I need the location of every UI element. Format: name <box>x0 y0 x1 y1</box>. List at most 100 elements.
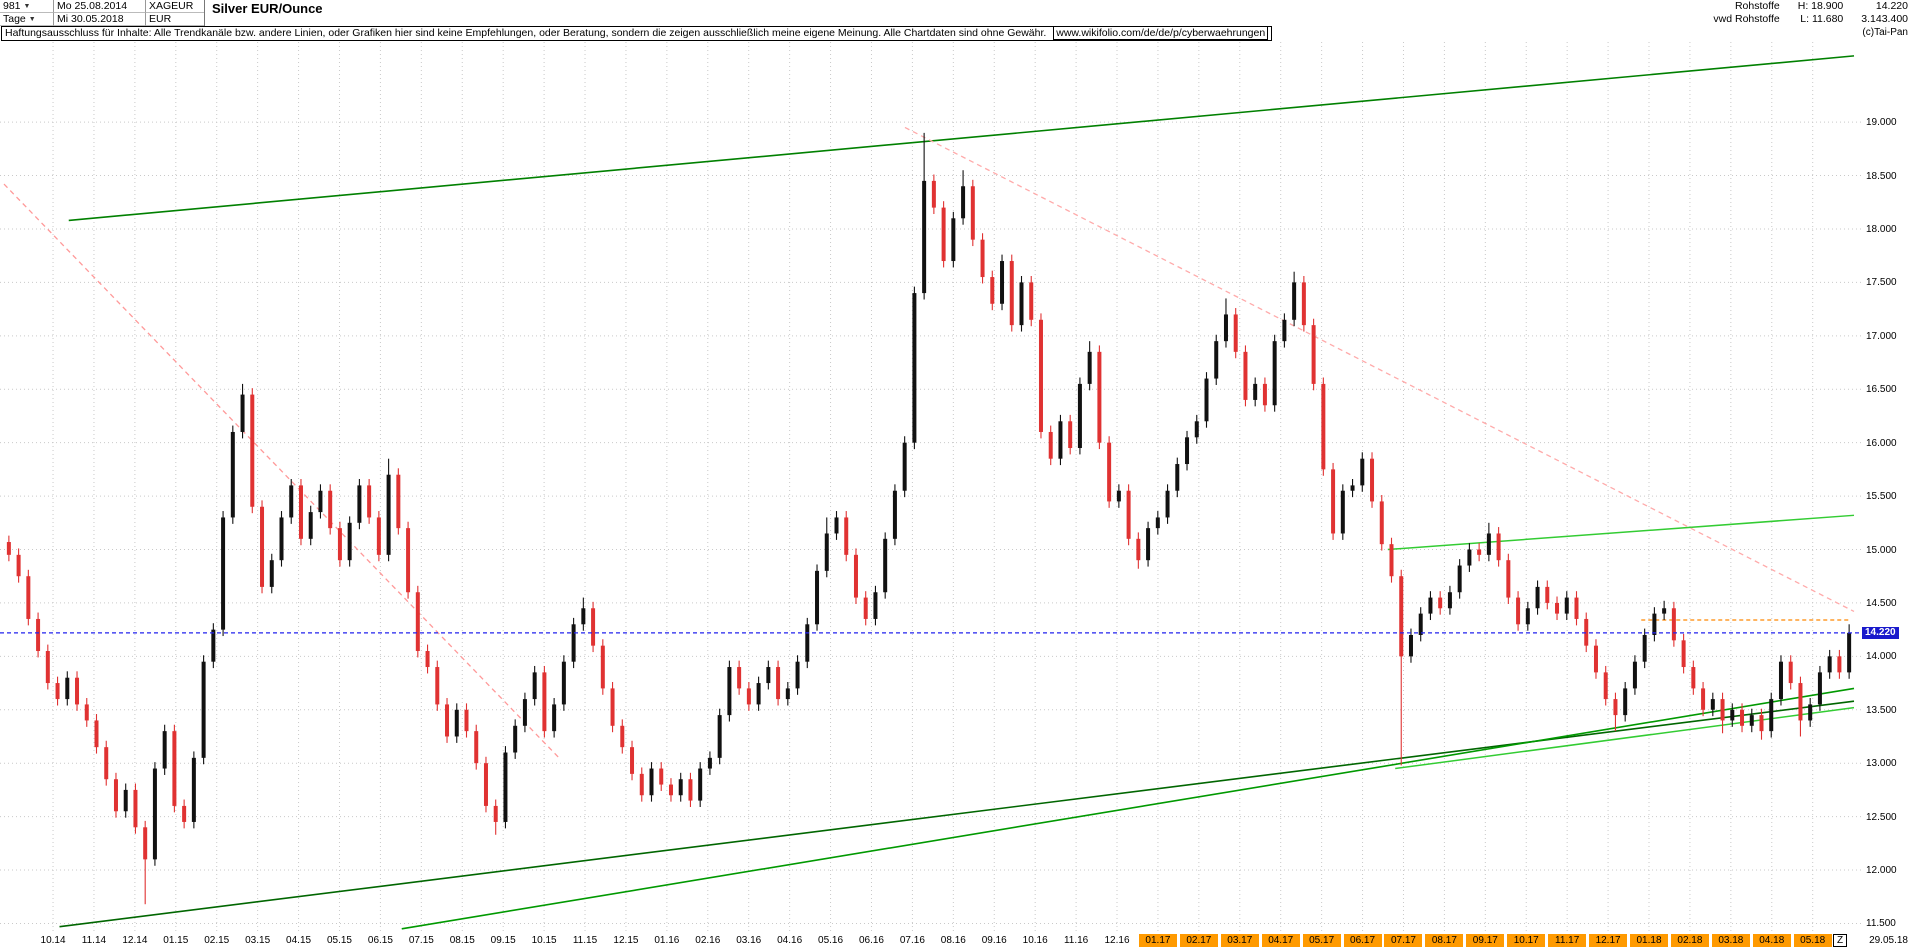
candle <box>1827 656 1832 673</box>
candle <box>503 752 508 822</box>
range-low-label: L: 11.680 <box>1800 13 1844 25</box>
price-axis-label: 18.500 <box>1866 170 1897 182</box>
candle <box>1399 576 1404 657</box>
candle <box>824 533 829 571</box>
candle <box>1603 672 1608 700</box>
candle <box>1808 704 1813 721</box>
candle <box>620 725 625 748</box>
time-axis-label: 03.18 <box>1711 934 1750 947</box>
candle <box>542 672 547 732</box>
candle <box>1720 699 1725 721</box>
candle <box>337 528 342 561</box>
price-axis-label: 12.000 <box>1866 865 1897 877</box>
candle <box>892 490 897 539</box>
price-axis: 19.000 18.500 18.000 17.500 17.000 16.500 16.0… <box>1862 42 1912 932</box>
candle <box>1038 319 1043 432</box>
candle <box>1185 437 1190 465</box>
time-axis-label: 03.15 <box>245 935 271 946</box>
chevron-down-icon: ▼ <box>28 16 36 23</box>
candle <box>1029 282 1034 320</box>
candle <box>883 538 888 593</box>
candle <box>1418 613 1423 635</box>
candle <box>1837 656 1842 673</box>
wikifolio-link[interactable]: www.wikifolio.com/de/de/p/cyberwaehrunge… <box>1053 27 1269 40</box>
candle <box>1243 351 1248 400</box>
candle <box>1009 261 1014 326</box>
trend-lines <box>3 55 1855 930</box>
candle <box>1321 383 1326 470</box>
candle <box>912 293 917 443</box>
chart-plot-area[interactable]: 19.000 18.500 18.000 17.500 17.000 16.500 16.0… <box>0 42 1912 932</box>
price-axis-label: 17.500 <box>1866 277 1897 289</box>
candle <box>1447 592 1452 609</box>
period-dropdown[interactable]: Tage ▼ <box>0 13 54 26</box>
price-axis-label: 13.500 <box>1866 704 1897 716</box>
candle <box>561 661 566 705</box>
end-date-field[interactable]: Mi 30.05.2018 <box>54 13 146 26</box>
candle <box>834 517 839 534</box>
candle <box>1370 458 1375 502</box>
candle <box>357 485 362 523</box>
candle <box>328 490 333 529</box>
candle <box>1817 672 1822 705</box>
candle <box>1360 458 1365 486</box>
candle <box>1613 699 1618 716</box>
last-price-value: 14.220 <box>1875 0 1908 12</box>
candle <box>1632 661 1637 689</box>
time-axis-label: 08.15 <box>449 935 475 946</box>
candle <box>1506 560 1511 598</box>
time-axis-label: 03.16 <box>736 935 762 946</box>
candle <box>240 394 245 432</box>
candle <box>26 576 31 619</box>
candle <box>1525 608 1530 625</box>
candle <box>474 731 479 764</box>
time-axis-label: 09.17 <box>1466 934 1505 947</box>
candle <box>1282 319 1287 342</box>
time-axis-label: 09.15 <box>490 935 516 946</box>
candle <box>1253 383 1258 400</box>
candle <box>94 720 99 748</box>
candle <box>1778 661 1783 700</box>
candle <box>902 442 907 491</box>
time-axis-label: 01.17 <box>1138 934 1177 947</box>
candle <box>1428 597 1433 614</box>
time-axis-label: 09.16 <box>981 935 1007 946</box>
candle <box>1175 464 1180 491</box>
candle <box>600 645 605 689</box>
candle <box>36 618 41 652</box>
quote-info-block: Rohstoffe H: 18.900 14.220 vwd Rohstoffe… <box>1713 0 1908 26</box>
candle <box>1262 383 1267 406</box>
candle <box>1165 490 1170 518</box>
candle <box>853 554 858 598</box>
candle <box>1350 485 1355 491</box>
time-axis-label: 02.16 <box>695 935 721 946</box>
candle <box>571 624 576 662</box>
candle <box>308 512 313 539</box>
candle <box>250 394 255 507</box>
price-axis-label: 14.000 <box>1866 651 1897 663</box>
candle <box>746 688 751 705</box>
time-axis-label: 01.15 <box>163 935 189 946</box>
price-axis-label: 17.000 <box>1866 330 1897 342</box>
bars-count-dropdown[interactable]: 981 ▼ <box>0 0 54 13</box>
group-label: Rohstoffe <box>1734 0 1780 12</box>
candle <box>143 827 148 860</box>
time-axis-label: 02.18 <box>1670 934 1709 947</box>
candlestick-series <box>6 132 1852 905</box>
price-axis-label: 19.000 <box>1866 117 1897 129</box>
last-price-tag: 14.220 <box>1862 626 1899 639</box>
candle <box>269 560 274 587</box>
candle <box>698 768 703 801</box>
candle <box>1223 314 1228 342</box>
candle <box>55 683 60 700</box>
candle <box>717 715 722 758</box>
chevron-down-icon: ▼ <box>23 3 31 10</box>
candle <box>347 522 352 561</box>
candle <box>1331 469 1336 534</box>
z-marker[interactable]: Z <box>1833 934 1848 947</box>
candle <box>464 709 469 732</box>
candle <box>522 699 527 726</box>
candle <box>961 186 966 219</box>
time-axis-label: 12.14 <box>122 935 148 946</box>
start-date-field[interactable]: Mo 25.08.2014 <box>54 0 146 13</box>
